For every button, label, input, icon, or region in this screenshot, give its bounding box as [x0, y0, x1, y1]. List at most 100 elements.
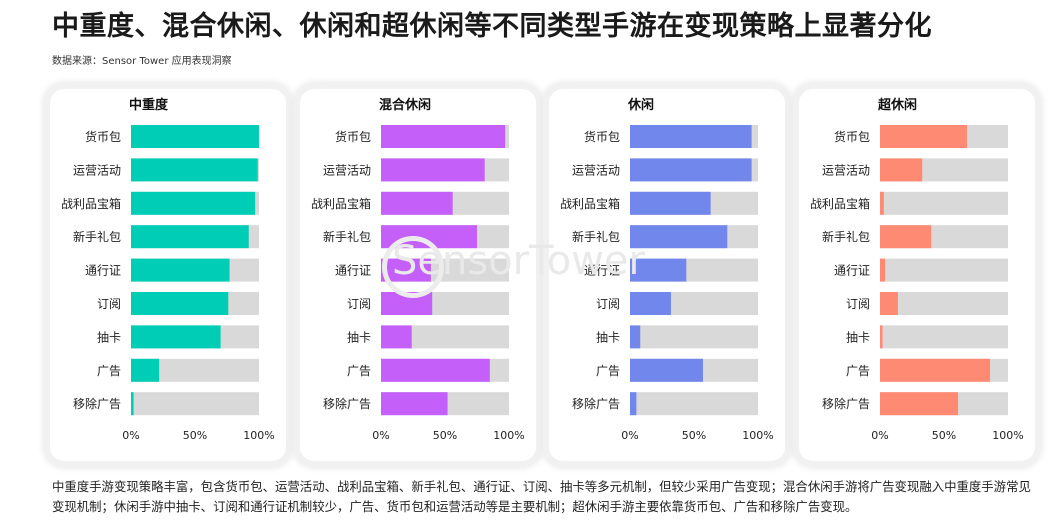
bar-value [131, 358, 160, 382]
chart-panel-heavy: 中重度 货币包 运营活动 战利品宝箱 新手礼包 通行证 订阅 抽卡 广告 移除广告 0% 50% 100… [50, 89, 286, 461]
x-tick-label: 0% [372, 429, 389, 442]
bar-value [630, 258, 687, 282]
category-label: 订阅 [97, 297, 121, 311]
category-label: 订阅 [846, 297, 870, 311]
x-tick-label: 0% [871, 429, 888, 442]
bar-track [381, 325, 509, 349]
category-label: 抽卡 [846, 330, 870, 344]
category-label: 通行证 [335, 264, 371, 278]
bar-value [131, 125, 259, 148]
category-label: 订阅 [596, 297, 620, 311]
bar-value [630, 358, 703, 382]
x-tick-label: 100% [742, 429, 773, 442]
x-tick-label: 50% [183, 429, 207, 442]
bar-value [131, 158, 258, 182]
bar-value [880, 125, 968, 148]
bar-value [880, 358, 991, 382]
bar-value [630, 325, 641, 349]
bar-value [381, 158, 485, 182]
category-label: 广告 [97, 364, 121, 378]
bar-value [381, 358, 490, 382]
bar-value [381, 258, 431, 282]
chart-panel-hyper-casual: 超休闲 货币包 运营活动 战利品宝箱 新手礼包 通行证 订阅 抽卡 广告 移除广告 0% 50% 100… [799, 89, 1035, 461]
category-label: 广告 [596, 364, 620, 378]
bar-value [381, 125, 506, 148]
category-label: 通行证 [584, 264, 620, 278]
x-tick-label: 0% [621, 429, 638, 442]
category-label: 移除广告 [73, 396, 121, 411]
category-label: 战利品宝箱 [810, 196, 870, 211]
bar-track [630, 392, 758, 416]
bar-value [131, 292, 229, 315]
bar-value [131, 191, 256, 215]
category-label: 抽卡 [97, 330, 121, 344]
bar-value [630, 292, 671, 315]
bar-track [131, 392, 259, 416]
category-label: 移除广告 [572, 396, 620, 411]
category-label: 移除广告 [323, 396, 371, 411]
chart-title: 中重度 [129, 97, 169, 113]
bar-value [131, 258, 230, 282]
category-label: 战利品宝箱 [560, 196, 620, 211]
x-tick-label: 100% [243, 429, 274, 442]
category-label: 货币包 [584, 129, 620, 144]
bar-value [630, 125, 752, 148]
category-label: 货币包 [335, 129, 371, 144]
category-label: 抽卡 [347, 330, 371, 344]
category-label: 通行证 [85, 264, 121, 278]
bar-value [381, 191, 453, 215]
chart-panel-casual: 休闲货币包运营活动战利品宝箱新手礼包通行证订阅抽卡广告移除广告 0% 50% 100% [549, 89, 785, 461]
x-tick-label: 50% [682, 429, 706, 442]
category-label: 新手礼包 [572, 229, 620, 244]
data-source-note: 数据来源：Sensor Tower 应用表现洞察 [52, 56, 232, 67]
category-label: 运营活动 [323, 163, 371, 177]
bar-value [880, 258, 886, 282]
category-label: 广告 [846, 364, 870, 378]
category-label: 新手礼包 [323, 229, 371, 244]
bar-value [131, 325, 221, 349]
category-label: 抽卡 [596, 330, 620, 344]
bar-value [630, 158, 752, 182]
bar-value [880, 325, 883, 349]
bar-value [880, 292, 898, 315]
bar-track [880, 325, 1008, 349]
bar-track [630, 325, 758, 349]
chart-title: 混合休闲 [379, 97, 431, 113]
bar-value [381, 392, 448, 416]
bar-value [131, 225, 249, 249]
bar-value [880, 225, 932, 249]
category-label: 运营活动 [822, 163, 870, 177]
bar-track [131, 358, 259, 382]
bar-value [630, 225, 728, 249]
bar-track [880, 258, 1008, 282]
category-label: 运营活动 [73, 163, 121, 177]
chart-caption: 中重度手游变现策略丰富，包含货币包、运营活动、战利品宝箱、新手礼包、通行证、订阅… [52, 479, 1031, 514]
chart-panel-hybrid-casual: 混合休闲 货币包 运营活动 战利品宝箱 新手礼包 通行证 订阅 抽卡 广告 移除广告 0% 50% 10… [300, 89, 536, 461]
chart-title: 超休闲 [878, 97, 917, 113]
bar-track [880, 292, 1008, 315]
category-label: 新手礼包 [73, 229, 121, 244]
x-tick-label: 100% [992, 429, 1023, 442]
bar-value [880, 158, 923, 182]
bar-value [880, 392, 959, 416]
category-label: 移除广告 [822, 396, 870, 411]
bar-value [630, 392, 637, 416]
bar-value [381, 225, 477, 249]
category-label: 订阅 [347, 297, 371, 311]
category-label: 通行证 [834, 264, 870, 278]
category-label: 运营活动 [572, 163, 620, 177]
bar-value [381, 325, 412, 349]
chart-title: 休闲 [627, 97, 654, 113]
category-label: 广告 [347, 364, 371, 378]
bar-value [630, 191, 711, 215]
bar-value [880, 191, 884, 215]
bar-value [381, 292, 433, 315]
bar-value [131, 392, 134, 416]
x-tick-label: 0% [122, 429, 139, 442]
x-tick-label: 100% [493, 429, 524, 442]
category-label: 货币包 [85, 129, 121, 144]
